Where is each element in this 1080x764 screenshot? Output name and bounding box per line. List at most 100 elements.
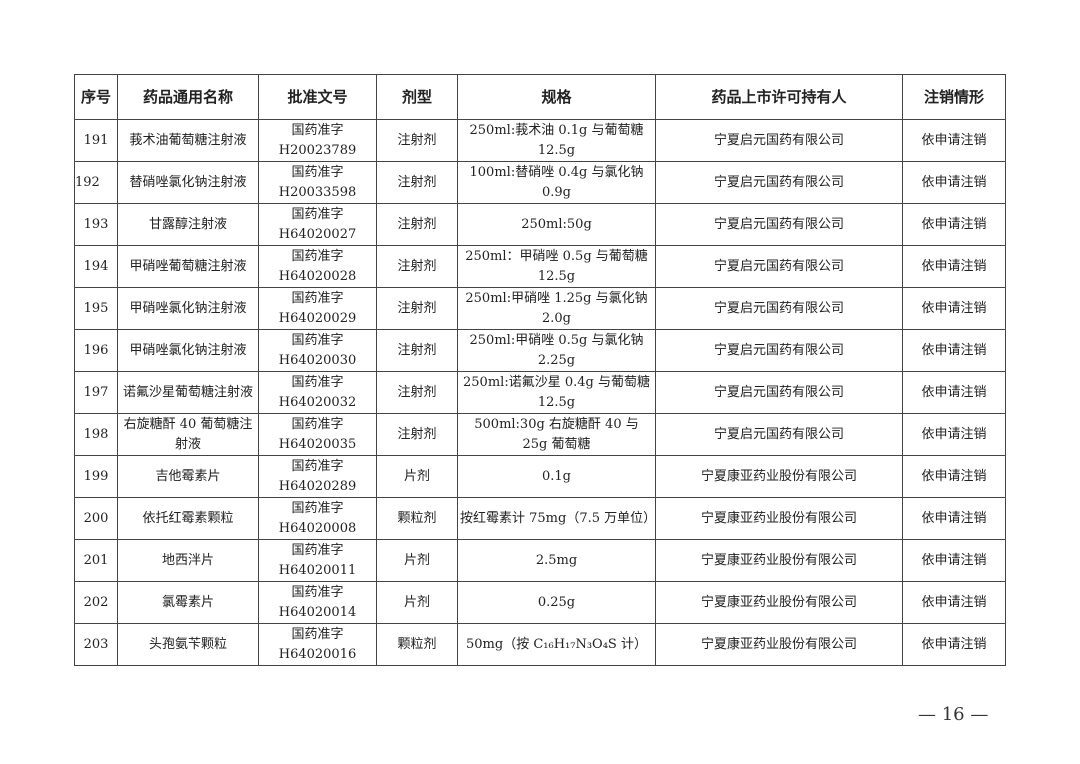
cell-serial: 195 xyxy=(74,287,118,330)
cell-drug-name: 甲硝唑葡萄糖注射液 xyxy=(117,245,259,288)
table-row: 203 头孢氨苄颗粒 国药准字H64020016 颗粒剂 50mg（按 C₁₆H₁₇N₃… xyxy=(74,623,1006,666)
header-serial: 序号 xyxy=(74,74,118,120)
cell-dosage-form: 注射剂 xyxy=(376,203,458,246)
cell-approval-number: 国药准字H64020011 xyxy=(258,539,377,582)
cell-license-holder: 宁夏康亚药业股份有限公司 xyxy=(655,497,903,540)
cell-license-holder: 宁夏启元国药有限公司 xyxy=(655,161,903,204)
cell-license-holder: 宁夏康亚药业股份有限公司 xyxy=(655,581,903,624)
cell-license-holder: 宁夏启元国药有限公司 xyxy=(655,329,903,372)
cell-license-holder: 宁夏康亚药业股份有限公司 xyxy=(655,623,903,666)
cell-dosage-form: 片剂 xyxy=(376,455,458,498)
cell-drug-name: 右旋糖酐 40 葡萄糖注射液 xyxy=(117,413,259,456)
cell-drug-name: 诺氟沙星葡萄糖注射液 xyxy=(117,371,259,414)
table-row: 202 氯霉素片 国药准字H64020014 片剂 0.25g 宁夏康亚药业股份有限公司依… xyxy=(74,581,1006,624)
cell-serial: 196 xyxy=(74,329,118,372)
cell-specification: 250ml:诺氟沙星 0.4g 与葡萄糖 12.5g xyxy=(457,371,656,414)
table-row: 198 右旋糖酐 40 葡萄糖注射液 国药准字H64020035 注射剂 500ml:3… xyxy=(74,413,1006,456)
cell-approval-number: 国药准字H64020030 xyxy=(258,329,377,372)
cell-dosage-form: 颗粒剂 xyxy=(376,623,458,666)
cell-approval-number: 国药准字H64020008 xyxy=(258,497,377,540)
cell-specification: 250ml:50g xyxy=(457,203,656,246)
table-row: 195 甲硝唑氯化钠注射液 国药准字H64020029 注射剂 250ml:甲硝唑 1.… xyxy=(74,287,1006,330)
cell-approval-number: 国药准字H64020032 xyxy=(258,371,377,414)
cell-approval-number: 国药准字H64020016 xyxy=(258,623,377,666)
cell-drug-name: 甲硝唑氯化钠注射液 xyxy=(117,287,259,330)
cell-specification: 250ml:甲硝唑 1.25g 与氯化钠 2.0g xyxy=(457,287,656,330)
cell-specification: 50mg（按 C₁₆H₁₇N₃O₄S 计） xyxy=(457,623,656,666)
header-approval-number: 批准文号 xyxy=(258,74,377,120)
cell-dosage-form: 注射剂 xyxy=(376,245,458,288)
cell-drug-name: 甘露醇注射液 xyxy=(117,203,259,246)
cell-license-holder: 宁夏康亚药业股份有限公司 xyxy=(655,539,903,582)
cell-license-holder: 宁夏启元国药有限公司 xyxy=(655,245,903,288)
cell-license-holder: 宁夏启元国药有限公司 xyxy=(655,203,903,246)
table-row: 200 依托红霉素颗粒 国药准字H64020008 颗粒剂 按红霉素计 75mg（7.5… xyxy=(74,497,1006,540)
cell-approval-number: 国药准字H64020028 xyxy=(258,245,377,288)
cell-dosage-form: 注射剂 xyxy=(376,371,458,414)
table-row: 192 替硝唑氯化钠注射液 国药准字H20033598 注射剂 100ml:替硝唑 0.… xyxy=(74,161,1006,204)
cell-serial: 200 xyxy=(74,497,118,540)
header-drug-name: 药品通用名称 xyxy=(117,74,259,120)
cell-cancellation-status: 依申请注销 xyxy=(902,245,1006,288)
table-row: 201 地西泮片 国药准字H64020011 片剂 2.5mg 宁夏康亚药业股份有限公司依… xyxy=(74,539,1006,582)
cell-drug-name: 头孢氨苄颗粒 xyxy=(117,623,259,666)
cell-serial: 197 xyxy=(74,371,118,414)
cell-serial: 191 xyxy=(74,119,118,162)
cell-serial: 193 xyxy=(74,203,118,246)
header-specification: 规格 xyxy=(457,74,656,120)
table-row: 199 吉他霉素片 国药准字H64020289 片剂 0.1g 宁夏康亚药业股份有限公司依… xyxy=(74,455,1006,498)
cell-specification: 0.25g xyxy=(457,581,656,624)
cell-serial: 203 xyxy=(74,623,118,666)
cell-approval-number: 国药准字H20033598 xyxy=(258,161,377,204)
cell-drug-name: 莪术油葡萄糖注射液 xyxy=(117,119,259,162)
cell-specification: 250ml:莪术油 0.1g 与葡萄糖 12.5g xyxy=(457,119,656,162)
cell-drug-name: 吉他霉素片 xyxy=(117,455,259,498)
cell-specification: 100ml:替硝唑 0.4g 与氯化钠 0.9g xyxy=(457,161,656,204)
cell-drug-name: 替硝唑氯化钠注射液 xyxy=(117,161,259,204)
cell-approval-number: 国药准字H64020035 xyxy=(258,413,377,456)
cell-dosage-form: 颗粒剂 xyxy=(376,497,458,540)
cell-specification: 250ml：甲硝唑 0.5g 与葡萄糖 12.5g xyxy=(457,245,656,288)
cell-approval-number: 国药准字H64020029 xyxy=(258,287,377,330)
table-row: 194 甲硝唑葡萄糖注射液 国药准字H64020028 注射剂 250ml：甲硝唑 0.… xyxy=(74,245,1006,288)
drug-cancellation-table: 序号 药品通用名称 批准文号 剂型 规格 药品上市许可持有人 注销情形 191 莪… xyxy=(74,74,1006,666)
cell-serial: 202 xyxy=(74,581,118,624)
cell-license-holder: 宁夏启元国药有限公司 xyxy=(655,371,903,414)
cell-dosage-form: 注射剂 xyxy=(376,119,458,162)
cell-approval-number: 国药准字H64020289 xyxy=(258,455,377,498)
cell-dosage-form: 注射剂 xyxy=(376,161,458,204)
cell-cancellation-status: 依申请注销 xyxy=(902,623,1006,666)
cell-dosage-form: 注射剂 xyxy=(376,287,458,330)
cell-specification: 2.5mg xyxy=(457,539,656,582)
cell-cancellation-status: 依申请注销 xyxy=(902,161,1006,204)
cell-specification: 按红霉素计 75mg（7.5 万单位） xyxy=(457,497,656,540)
cell-cancellation-status: 依申请注销 xyxy=(902,287,1006,330)
cell-license-holder: 宁夏康亚药业股份有限公司 xyxy=(655,455,903,498)
header-cancellation-status: 注销情形 xyxy=(902,74,1006,120)
cell-serial: 194 xyxy=(74,245,118,288)
cell-cancellation-status: 依申请注销 xyxy=(902,329,1006,372)
table-row: 196 甲硝唑氯化钠注射液 国药准字H64020030 注射剂 250ml:甲硝唑 0.… xyxy=(74,329,1006,372)
header-license-holder: 药品上市许可持有人 xyxy=(655,74,903,120)
cell-drug-name: 甲硝唑氯化钠注射液 xyxy=(117,329,259,372)
cell-cancellation-status: 依申请注销 xyxy=(902,455,1006,498)
cell-drug-name: 氯霉素片 xyxy=(117,581,259,624)
table-row: 193 甘露醇注射液 国药准字H64020027 注射剂 250ml:50g 宁夏启元国药… xyxy=(74,203,1006,246)
cell-cancellation-status: 依申请注销 xyxy=(902,581,1006,624)
cell-dosage-form: 注射剂 xyxy=(376,329,458,372)
cell-specification: 250ml:甲硝唑 0.5g 与氯化钠 2.25g xyxy=(457,329,656,372)
cell-serial: 192 xyxy=(74,161,118,204)
cell-specification: 500ml:30g 右旋糖酐 40 与 25g 葡萄糖 xyxy=(457,413,656,456)
header-dosage-form: 剂型 xyxy=(376,74,458,120)
cell-approval-number: 国药准字H20023789 xyxy=(258,119,377,162)
cell-approval-number: 国药准字H64020027 xyxy=(258,203,377,246)
cell-dosage-form: 片剂 xyxy=(376,539,458,582)
table-header-row: 序号 药品通用名称 批准文号 剂型 规格 药品上市许可持有人 注销情形 xyxy=(74,74,1006,120)
page-number: — 16 — xyxy=(918,704,989,725)
cell-license-holder: 宁夏启元国药有限公司 xyxy=(655,413,903,456)
table-row: 197 诺氟沙星葡萄糖注射液 国药准字H64020032 注射剂 250ml:诺氟沙星 … xyxy=(74,371,1006,414)
cell-cancellation-status: 依申请注销 xyxy=(902,497,1006,540)
cell-cancellation-status: 依申请注销 xyxy=(902,119,1006,162)
cell-serial: 201 xyxy=(74,539,118,582)
cell-license-holder: 宁夏启元国药有限公司 xyxy=(655,119,903,162)
